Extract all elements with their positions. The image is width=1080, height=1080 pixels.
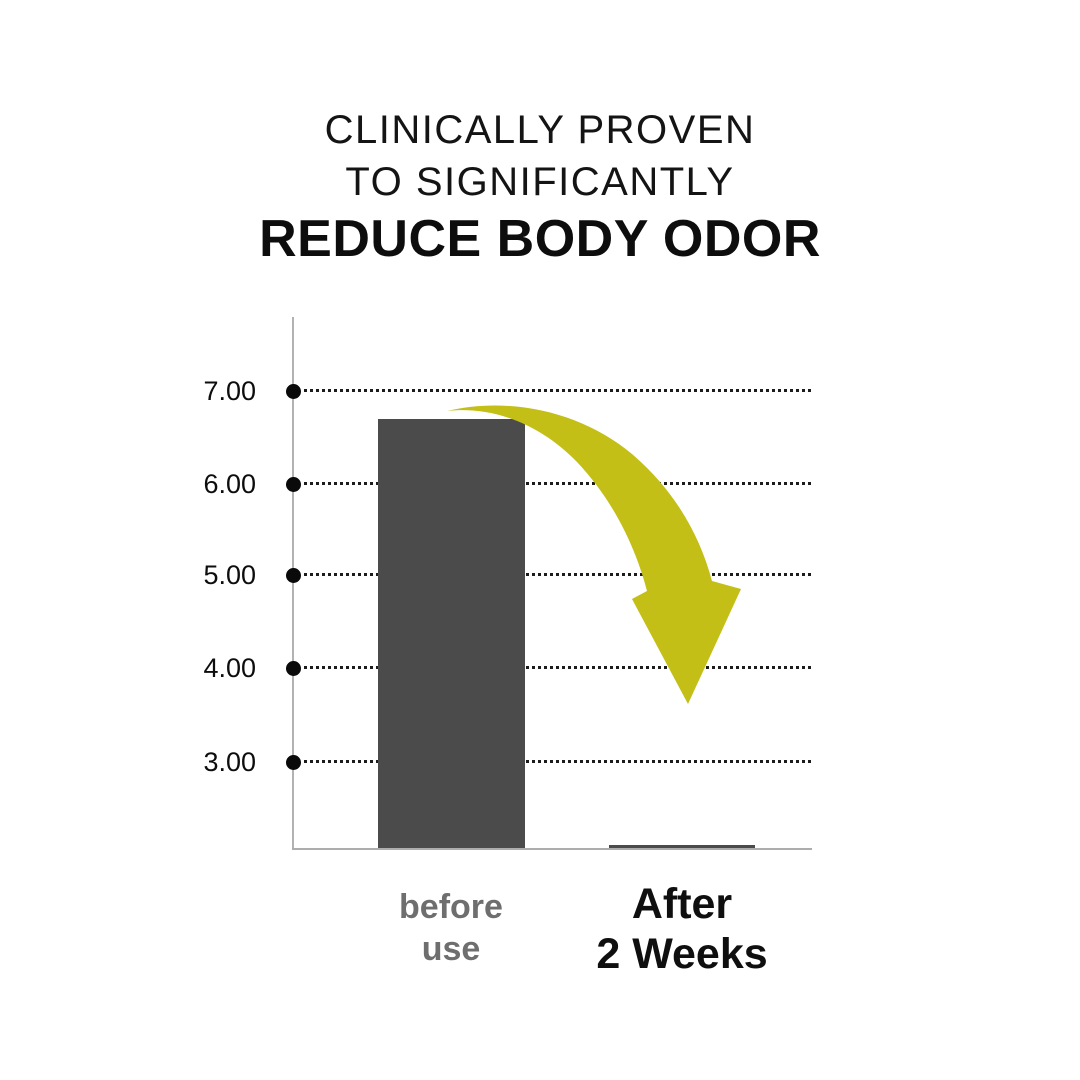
- y-tick-label-6: 6.00: [203, 469, 256, 499]
- axis-dot-icon: [286, 568, 301, 583]
- y-tick-label-4: 4.00: [203, 653, 256, 683]
- axis-dot-icon: [286, 384, 301, 399]
- headline-line-1: CLINICALLY PROVEN: [324, 108, 756, 152]
- y-tick-label-3: 3.00: [203, 747, 256, 777]
- axis-dot-icon: [286, 755, 301, 770]
- headline-line-2: TO SIGNIFICANTLY: [345, 160, 735, 204]
- gridline-6: [297, 482, 811, 485]
- y-axis-line: [292, 317, 294, 849]
- y-tick-label-5: 5.00: [203, 560, 256, 590]
- axis-dot-icon: [286, 661, 301, 676]
- x-label-before-use: before use: [348, 886, 554, 970]
- bar-before-use: [378, 418, 525, 848]
- x-label-before-line-2: use: [421, 930, 481, 968]
- gridline-7: [297, 389, 811, 392]
- x-label-after-line-1: After: [631, 880, 733, 928]
- x-axis-line: [292, 848, 812, 850]
- gridline-3: [297, 760, 811, 763]
- x-label-after-2-weeks: After 2 Weeks: [579, 879, 785, 979]
- gridline-5: [297, 573, 811, 576]
- x-label-before-line-1: before: [399, 888, 503, 926]
- bar-after-2-weeks: [609, 845, 755, 850]
- headline: CLINICALLY PROVEN TO SIGNIFICANTLY REDUC…: [0, 104, 1080, 268]
- x-label-after-line-2: 2 Weeks: [596, 930, 768, 978]
- headline-line-3: REDUCE BODY ODOR: [259, 210, 821, 268]
- gridline-4: [297, 666, 811, 669]
- axis-dot-icon: [286, 477, 301, 492]
- y-tick-label-7: 7.00: [203, 376, 256, 406]
